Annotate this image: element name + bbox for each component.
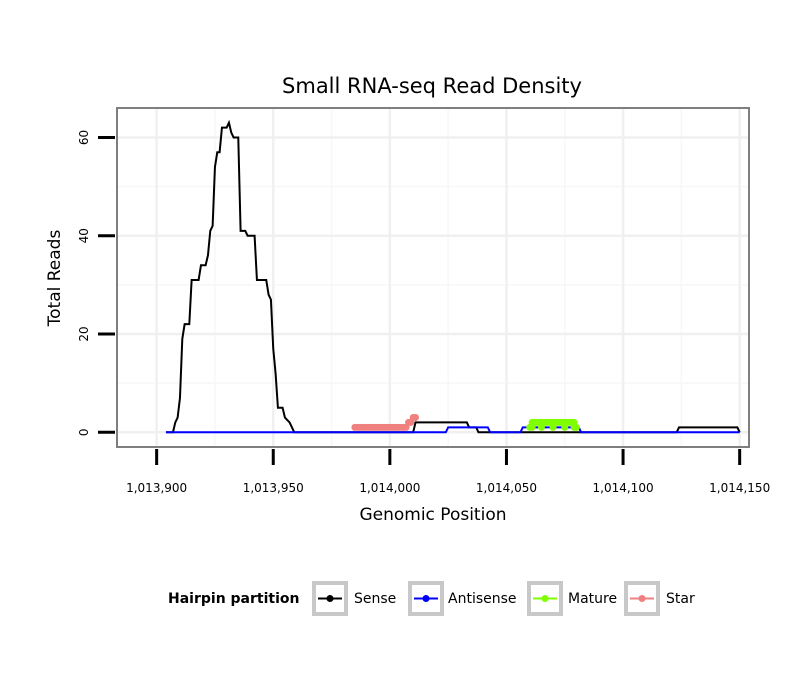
y-axis-title: Total Reads [45, 230, 65, 328]
y-tick-label: 60 [77, 130, 91, 145]
y-tick-label: 40 [77, 228, 91, 243]
data-point-mature [549, 423, 557, 431]
legend-key-point [638, 595, 646, 602]
x-tick-label: 1,014,150 [709, 481, 770, 495]
legend-key-point [541, 595, 549, 602]
data-point-mature [561, 423, 569, 431]
legend: Hairpin partition Sense Antisense Mature St… [168, 581, 695, 616]
chart-title: Small RNA-seq Read Density [282, 74, 582, 98]
y-axis: 0 20 40 60 [77, 130, 115, 436]
data-point-mature [528, 423, 536, 431]
x-tick-label: 1,013,900 [126, 481, 187, 495]
series-line-sense [165, 119, 741, 434]
legend-label: Mature [568, 591, 617, 607]
legend-label: Star [666, 591, 695, 607]
series-line-antisense [165, 426, 740, 434]
data-point-star [412, 414, 420, 422]
x-tick-label: 1,014,100 [593, 481, 654, 495]
x-axis-title: Genomic Position [359, 505, 506, 525]
series-layer [165, 119, 741, 434]
data-point-mature [537, 423, 545, 431]
legend-label: Antisense [448, 591, 517, 607]
plot-panel-border [116, 107, 750, 448]
legend-key-point [422, 595, 430, 602]
legend-label: Sense [354, 591, 396, 607]
x-tick-label: 1,014,000 [359, 481, 420, 495]
x-tick-label: 1,014,050 [476, 481, 537, 495]
y-tick-label: 0 [77, 428, 91, 436]
plot-panel [117, 108, 749, 447]
legend-title: Hairpin partition [168, 591, 299, 607]
legend-key-point [326, 595, 334, 602]
data-point-mature [570, 423, 578, 431]
y-tick-label: 20 [77, 326, 91, 341]
x-tick-label: 1,013,950 [243, 481, 304, 495]
x-axis: 1,013,900 1,013,950 1,014,000 1,014,050 1,01… [126, 449, 770, 495]
